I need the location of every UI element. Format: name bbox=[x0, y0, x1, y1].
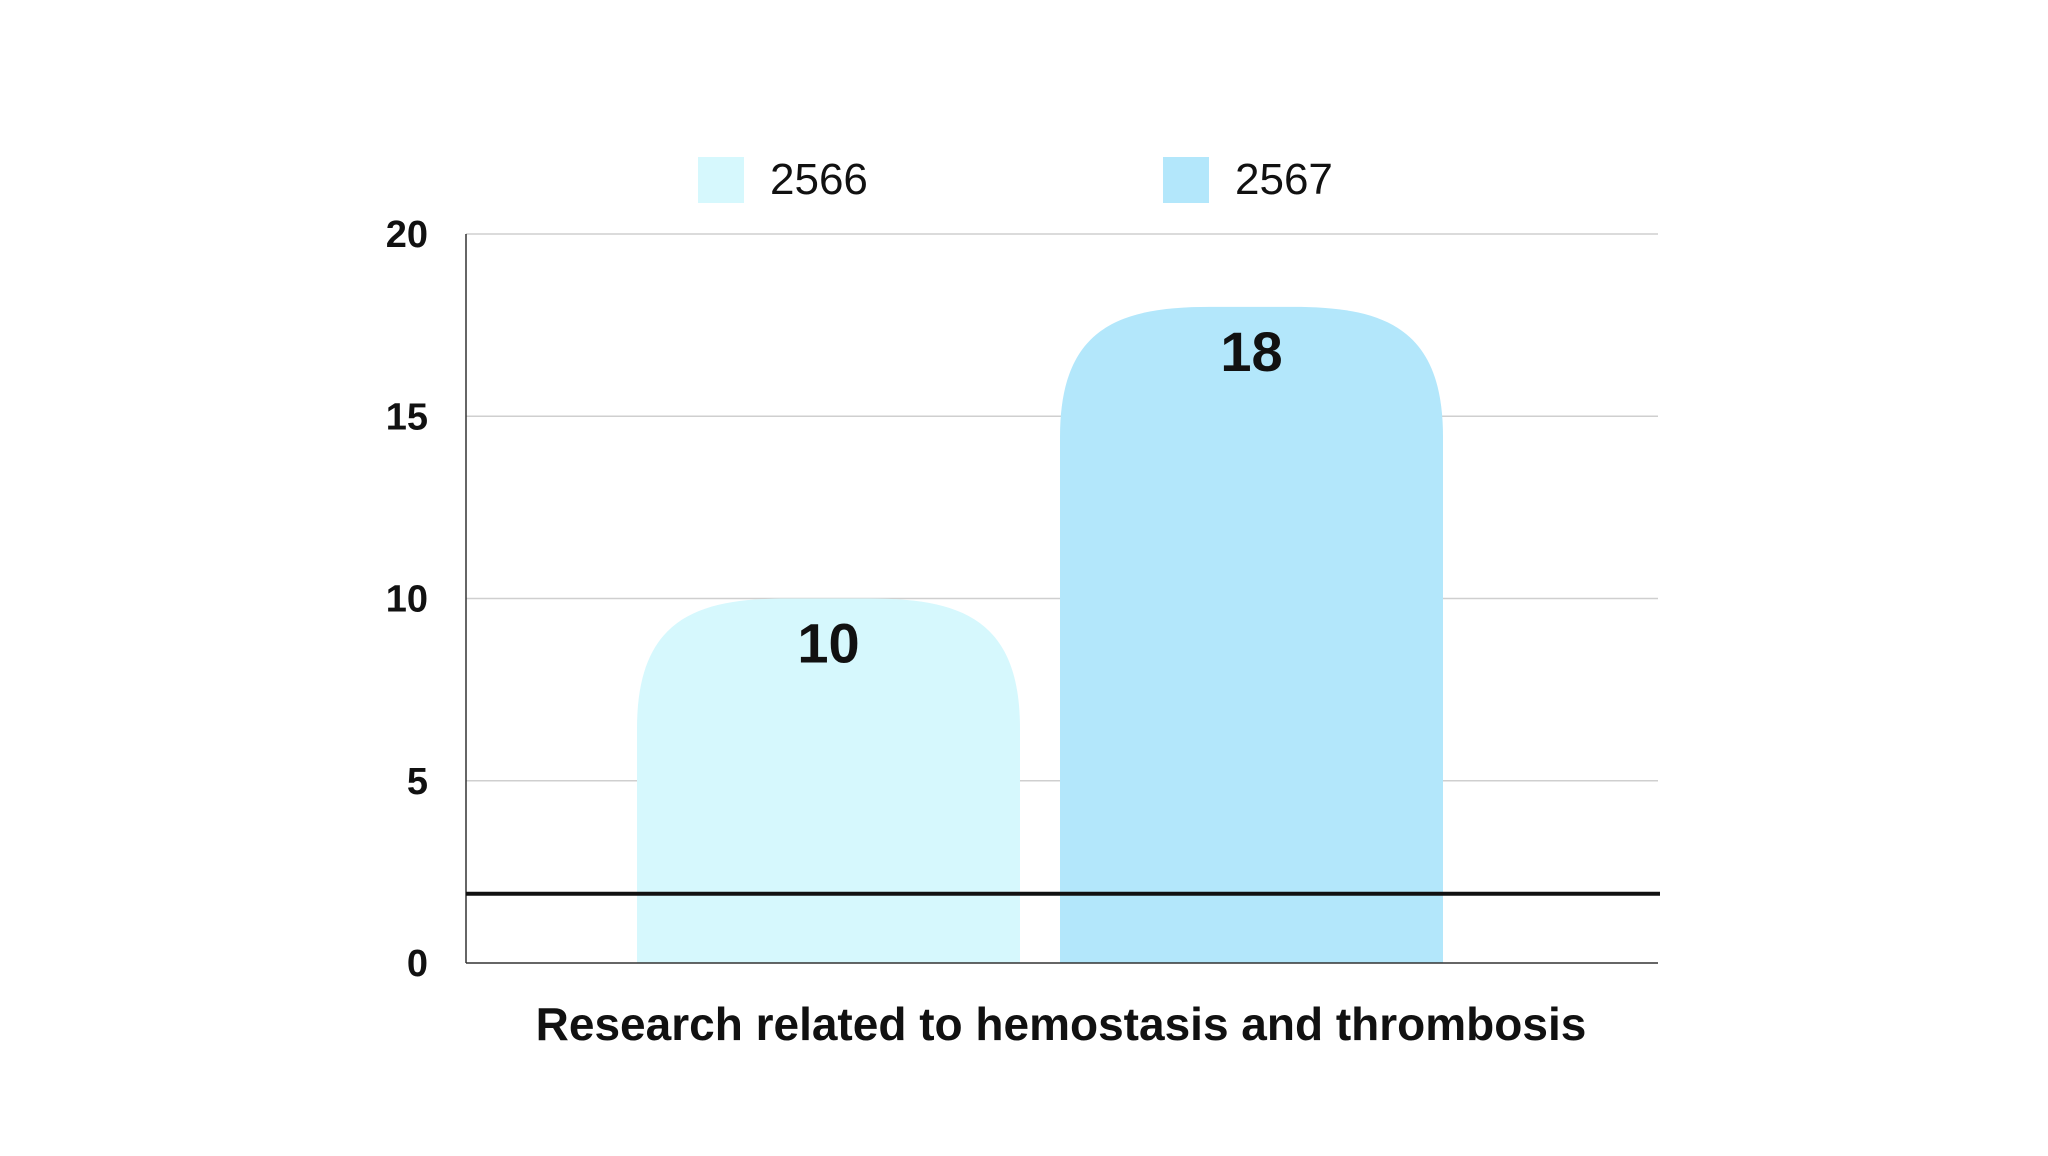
data-label-2566: 10 bbox=[797, 612, 859, 675]
bar-2567 bbox=[1060, 306, 1443, 963]
y-tick-labels: 0 5 10 15 20 bbox=[386, 214, 428, 985]
axes bbox=[465, 234, 1658, 964]
legend-label-2567: 2567 bbox=[1235, 155, 1333, 204]
y-tick-label: 5 bbox=[407, 761, 428, 803]
y-tick-label: 20 bbox=[386, 214, 428, 256]
legend-label-2566: 2566 bbox=[770, 155, 868, 204]
data-labels: 10 18 bbox=[797, 320, 1282, 675]
y-tick-label: 10 bbox=[386, 579, 428, 621]
legend-swatch-2566 bbox=[698, 157, 744, 203]
bars bbox=[637, 306, 1443, 963]
bar-2566 bbox=[637, 598, 1020, 963]
data-label-2567: 18 bbox=[1220, 320, 1282, 383]
legend: 2566 2567 bbox=[698, 155, 1333, 204]
y-tick-label: 0 bbox=[407, 943, 428, 985]
x-axis-label: Research related to hemostasis and throm… bbox=[536, 998, 1587, 1050]
legend-swatch-2567 bbox=[1163, 157, 1209, 203]
y-tick-label: 15 bbox=[386, 396, 428, 438]
